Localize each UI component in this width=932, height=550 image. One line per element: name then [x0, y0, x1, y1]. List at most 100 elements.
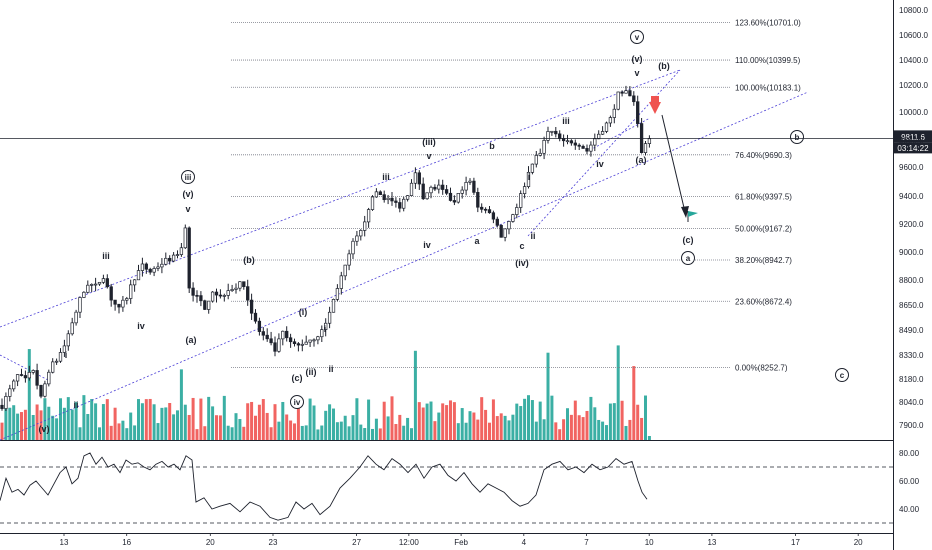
volume-bar — [632, 366, 636, 440]
volume-bar — [628, 419, 632, 440]
candle-body — [538, 152, 542, 156]
volume-bar — [8, 407, 12, 440]
candle-body — [343, 264, 347, 277]
candle-body — [550, 130, 554, 133]
candle-body — [413, 172, 418, 184]
candle-body — [636, 101, 640, 124]
candle-body — [121, 299, 125, 308]
candle-body — [366, 209, 371, 223]
candle-body — [546, 131, 550, 141]
candle-body — [452, 200, 457, 203]
candle-body — [19, 374, 24, 376]
volume-bar — [66, 397, 70, 440]
price-tick-label: 10400.0 — [899, 56, 928, 65]
wave-label: v — [634, 68, 639, 78]
time-tick-label: 20 — [206, 538, 215, 547]
candle-body — [522, 186, 527, 194]
volume-bar — [35, 404, 39, 440]
price-tick-label: 8800.0 — [899, 276, 924, 285]
price-tick-label: 10600.0 — [899, 31, 928, 40]
volume-bar — [148, 398, 152, 440]
candle-body — [218, 294, 223, 297]
candle-body — [324, 322, 328, 330]
volume-bar — [222, 395, 226, 440]
candle-body — [444, 189, 449, 194]
volume-bar — [59, 398, 62, 440]
volume-bar — [78, 427, 82, 440]
candle-body — [222, 295, 226, 297]
volume-bar — [39, 410, 43, 440]
volume-bar — [363, 428, 367, 440]
volume-bar — [417, 402, 421, 440]
candle-body — [487, 209, 492, 214]
volume-bar — [117, 423, 121, 440]
wave-label: (iv) — [515, 258, 529, 268]
time-tick-label: 13 — [707, 538, 716, 547]
wave-label: c — [519, 241, 524, 251]
candle-body — [628, 90, 632, 97]
volume-bar — [507, 420, 511, 440]
candle-body — [526, 171, 531, 187]
volume-bar — [62, 407, 66, 440]
volume-bar — [187, 414, 191, 440]
fib-label: 76.40%(9690.3) — [735, 151, 792, 160]
candle-body — [351, 240, 355, 255]
wave-label: (iii) — [422, 137, 436, 147]
volume-bar — [476, 419, 480, 440]
candle-body — [495, 218, 499, 226]
candle-body — [456, 193, 460, 203]
candle-body — [386, 197, 390, 201]
rsi-tick-label: 60.00 — [899, 477, 920, 486]
candle-body — [448, 192, 453, 201]
candle-body — [265, 334, 269, 340]
candle-body — [15, 374, 20, 382]
volume-bar — [511, 414, 515, 440]
fibonacci-levels: 123.60%(10701.0) 110.00%(10399.5) 100.00%(… — [231, 18, 801, 372]
volume-bar — [179, 369, 183, 440]
volume-bar — [616, 345, 620, 440]
volume-bar — [499, 413, 503, 440]
volume-bar — [121, 420, 125, 440]
volume-bar — [144, 399, 148, 440]
wave-label: v — [185, 204, 190, 214]
candle-body — [54, 360, 59, 363]
volume-bar — [140, 403, 144, 440]
volume-bar — [312, 405, 316, 440]
candle-body — [515, 207, 519, 215]
volume-bar — [230, 427, 234, 440]
volume-bar — [605, 425, 608, 440]
volume-bar — [265, 412, 269, 440]
candle-body — [12, 380, 16, 390]
volume-bar — [199, 398, 203, 440]
candle-body — [179, 247, 184, 255]
rsi-tick-label: 40.00 — [899, 505, 920, 514]
time-tick-label: 13 — [60, 538, 69, 547]
candle-body — [39, 384, 43, 397]
volume-bar — [402, 425, 406, 440]
volume-bar — [101, 404, 105, 440]
wave-label: iii — [382, 172, 390, 182]
fib-label: 123.60%(10701.0) — [735, 18, 801, 27]
wave-label: (a) — [186, 335, 197, 345]
projection-arrowhead — [681, 206, 689, 218]
candle-body — [242, 281, 246, 287]
volume-bar — [94, 403, 98, 440]
volume-bar — [308, 398, 312, 440]
volume-bar — [585, 410, 589, 440]
candle-body — [129, 284, 133, 299]
candle-body — [43, 383, 47, 397]
candle-body — [23, 375, 28, 379]
volume-bar — [55, 418, 59, 440]
volume-bar — [437, 412, 441, 440]
candle-body — [312, 339, 316, 342]
volume-bar — [4, 403, 8, 440]
price-axis[interactable]: 10800.0 10600.0 10400.0 10200.0 10000.0 9800.… — [899, 6, 928, 430]
volume-bar — [398, 414, 402, 440]
volume-bar — [558, 429, 562, 440]
candle-body — [101, 278, 106, 283]
wave-label: a — [474, 236, 480, 246]
time-axis[interactable]: 13 16 20 23 27 12:00 Feb 4 7 10 13 17 20 — [60, 533, 864, 547]
wave-label: (v) — [183, 189, 194, 199]
volume-bar — [546, 352, 550, 440]
